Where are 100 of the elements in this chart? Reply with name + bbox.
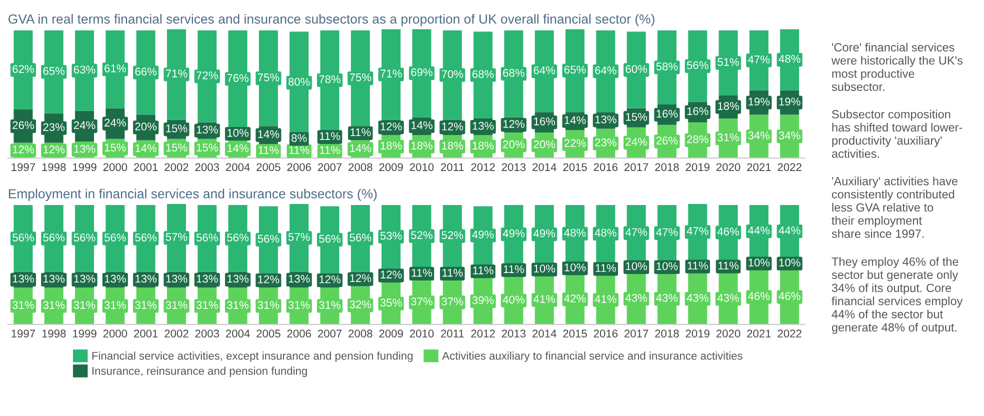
x-tick-label: 2012 [471,163,495,172]
x-tick-label: 2012 [471,330,495,338]
data-label: 64% [534,66,556,74]
data-label: 56% [43,234,65,242]
data-label: 11% [320,132,340,140]
data-label: 66% [135,68,157,76]
x-tick-label: 2017 [624,330,648,338]
data-label: 41% [594,295,616,303]
data-label: 22% [564,139,586,147]
x-tick-label: 2009 [379,163,403,172]
x-tick-label: 2002 [164,330,188,338]
data-label: 46% [717,228,739,236]
data-label: 24% [74,121,96,130]
x-tick-label: 2007 [318,163,342,172]
data-label: 31% [104,301,126,309]
x-tick-label: 2015 [563,163,587,172]
data-label: 62% [12,65,34,73]
data-label: 11% [412,268,432,277]
data-label: 10% [656,262,678,270]
data-label: 10% [626,262,648,270]
data-label: 23% [595,138,616,146]
data-label: 43% [625,294,648,302]
data-label: 12% [319,275,340,284]
data-label: 31% [196,301,218,309]
x-tick-label: 2001 [134,330,158,338]
data-label: 57% [288,233,310,241]
data-label: 47% [748,56,770,64]
data-label: 11% [596,264,616,272]
data-label: 69% [411,68,432,76]
data-label: 23% [43,123,65,132]
x-tick-label: 2013 [502,163,526,172]
text: 'Core' financial services were historically the UK's most productive subsector. [831,42,963,91]
x-tick-label: 2011 [440,330,464,338]
data-label: 12% [258,275,280,284]
data-label: 51% [718,58,739,66]
data-label: 26% [656,136,678,144]
data-label: 53% [380,232,402,240]
data-label: 24% [104,118,126,127]
x-tick-label: 2007 [318,330,342,338]
legend-label: Insurance, reinsurance and pension funding [92,366,307,377]
x-tick-label: 2010 [410,163,434,172]
data-label: 11% [350,128,371,136]
x-tick-label: 1998 [42,330,66,338]
text: They employ 46% of the sector but generate only 34% of its output. Core financial services employ 44% of the sector but generate 48% of output. [832,257,963,334]
data-label: 31% [227,301,249,309]
x-tick-label: 2001 [134,163,158,172]
x-tick-label: 2018 [655,330,679,338]
data-label: 64% [595,66,616,74]
data-label: 11% [718,262,739,270]
data-label: 8% [292,134,307,142]
data-label: 10% [228,128,249,137]
data-label: 31% [288,301,310,309]
data-label: 37% [442,297,464,306]
data-label: 65% [564,66,586,74]
data-label: 31% [718,133,739,142]
data-label: 49% [502,229,524,238]
data-label: 11% [320,146,340,154]
x-tick-label: 2018 [655,163,679,172]
data-label: 56% [686,61,708,70]
x-tick-label: 2019 [686,163,710,172]
x-tick-label: 2004 [226,163,250,172]
data-label: 47% [686,227,708,235]
x-tick-label: 2014 [532,163,556,172]
x-tick-label: 2021 [747,163,771,172]
x-tick-label: 2008 [348,330,372,338]
legend-label: Financial service activities, except insurance and pension funding [92,352,413,362]
x-tick-label: 1999 [73,330,96,338]
data-label: 31% [12,301,34,309]
data-label: 60% [626,65,648,73]
data-label: 49% [533,229,556,238]
data-label: 68% [503,68,524,77]
x-tick-label: 2020 [716,163,740,172]
x-tick-label: 2017 [624,163,648,172]
x-tick-label: 2003 [195,330,220,338]
x-tick-label: 2022 [778,330,802,338]
data-label: 41% [533,295,556,303]
data-label: 12% [12,146,34,154]
data-label: 63% [74,66,96,74]
data-label: 11% [258,146,279,154]
data-label: 57% [166,233,188,241]
data-label: 70% [442,70,464,78]
data-label: 58% [656,62,678,70]
x-tick-label: 2021 [747,330,771,338]
data-label: 56% [227,234,249,242]
data-label: 10% [564,263,586,272]
text: 'Auxiliary' activities have consistently contributed less GVA relative to their employment share since 1997. [832,176,958,238]
data-label: 24% [626,138,648,146]
data-label: 56% [350,234,372,242]
data-label: 46% [748,292,770,300]
data-label: 52% [411,231,432,240]
data-label: 42% [564,294,586,302]
data-label: 56% [196,234,218,242]
data-label: 43% [717,294,739,302]
data-label: 56% [74,234,96,242]
data-label: 56% [104,234,126,242]
data-label: 56% [258,234,280,243]
data-label: 44% [748,226,770,234]
data-label: 71% [166,70,188,78]
x-tick-label: 2015 [563,330,587,338]
x-tick-label: 2006 [287,330,311,338]
